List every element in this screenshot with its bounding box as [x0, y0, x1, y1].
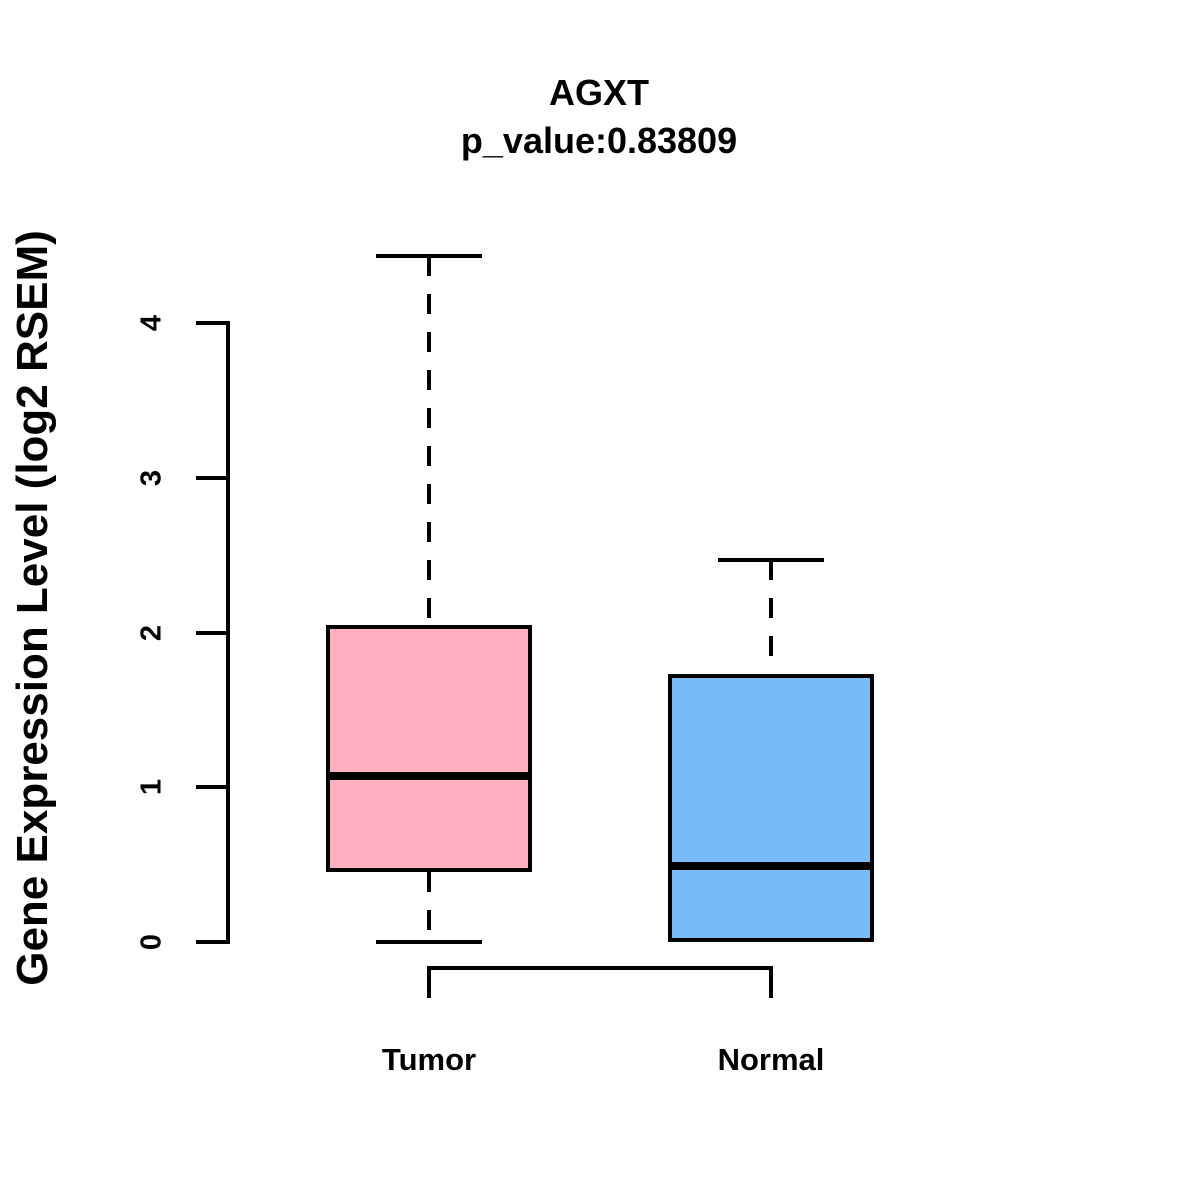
y-tick-3 — [196, 475, 226, 480]
tumor-median-line — [326, 772, 532, 781]
y-tick-1 — [196, 785, 226, 790]
y-tick-0 — [196, 940, 226, 944]
tumor-lower-whisker-cap — [376, 940, 482, 944]
y-axis-line — [226, 321, 230, 944]
y-tick-2 — [196, 630, 226, 635]
x-axis-bracket-left-tick — [427, 966, 431, 998]
y-tick-label-1: 1 — [135, 779, 168, 796]
normal-box — [668, 674, 874, 942]
tumor-upper-whisker-cap — [376, 254, 482, 259]
tumor-lower-whisker — [427, 872, 431, 942]
x-axis-bracket-right-tick — [769, 966, 773, 998]
y-tick-label-0: 0 — [135, 933, 168, 951]
tumor-box — [326, 624, 532, 873]
x-axis-bracket-line — [427, 966, 773, 970]
y-tick-4 — [196, 321, 226, 325]
plot-title: AGXT — [548, 72, 650, 113]
normal-median-line — [668, 862, 874, 871]
y-axis-label: Gene Expression Level (log2 RSEM) — [8, 230, 57, 986]
normal-upper-whisker-cap — [718, 557, 824, 562]
plot-subtitle: p_value:0.83809 — [460, 120, 738, 161]
y-tick-label-4: 4 — [135, 314, 168, 332]
tumor-upper-whisker — [427, 256, 431, 625]
y-tick-label-2: 2 — [135, 624, 168, 641]
normal-upper-whisker — [769, 559, 773, 675]
x-category-label-tumor: Tumor — [381, 1042, 477, 1077]
x-category-label-normal: Normal — [717, 1042, 825, 1077]
y-tick-label-3: 3 — [135, 469, 168, 486]
